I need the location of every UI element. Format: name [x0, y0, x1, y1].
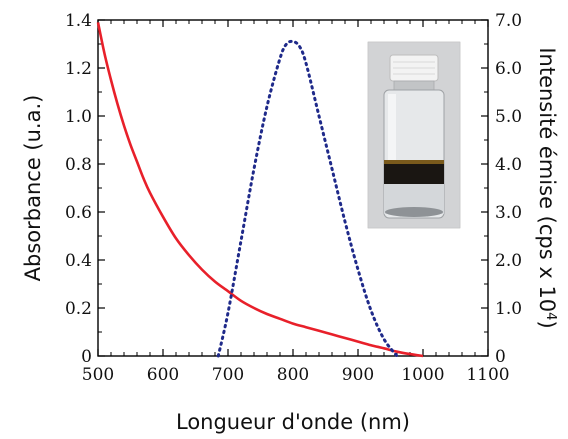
y-axis-right-label-main: Intensité émise (cps x 10: [535, 47, 559, 312]
y-axis-right-label: Intensité émise (cps x 104): [535, 47, 559, 328]
x-tick-label: 1100: [466, 365, 509, 385]
y-axis-right-label-exponent: 4: [544, 312, 559, 320]
series-layer: [96, 22, 424, 358]
x-tick-label: 700: [212, 365, 244, 385]
y-left-tick-label: 1.2: [65, 59, 92, 79]
emission-series-line: [216, 39, 399, 358]
x-axis-label: Longueur d'onde (nm): [176, 410, 410, 434]
y-right-tick-label: 4.0: [495, 155, 522, 175]
x-tick-label: 500: [82, 365, 114, 385]
y-left-tick-label: 0.8: [65, 155, 92, 175]
vial-photo-inset: [367, 41, 461, 229]
y-right-tick-label: 2.0: [495, 251, 522, 271]
x-tick-label: 600: [147, 365, 179, 385]
absorbance-series-line: [96, 22, 424, 358]
x-tick-label: 800: [277, 365, 309, 385]
y-right-tick-label: 6.0: [495, 59, 522, 79]
y-left-tick-label: 0.4: [65, 251, 92, 271]
y-left-tick-label: 0: [81, 347, 92, 367]
y-right-tick-label: 5.0: [495, 107, 522, 127]
y-right-tick-label: 1.0: [495, 299, 522, 319]
y-right-tick-label: 7.0: [495, 11, 522, 31]
y-axis-left-label: Absorbance (u.a.): [21, 95, 45, 282]
y-right-tick-label: 0: [495, 347, 506, 367]
ticks: 500 600 700 800 900 1000 110000.20.40.60.81.01…: [65, 11, 522, 385]
y-left-tick-label: 1.4: [65, 11, 92, 31]
y-axis-right-label-close: ): [535, 320, 559, 328]
y-right-tick-label: 3.0: [495, 203, 522, 223]
x-tick-label: 1000: [401, 365, 444, 385]
y-left-tick-label: 1.0: [65, 107, 92, 127]
y-left-tick-label: 0.6: [65, 203, 92, 223]
x-tick-label: 900: [342, 365, 374, 385]
y-left-tick-label: 0.2: [65, 299, 92, 319]
